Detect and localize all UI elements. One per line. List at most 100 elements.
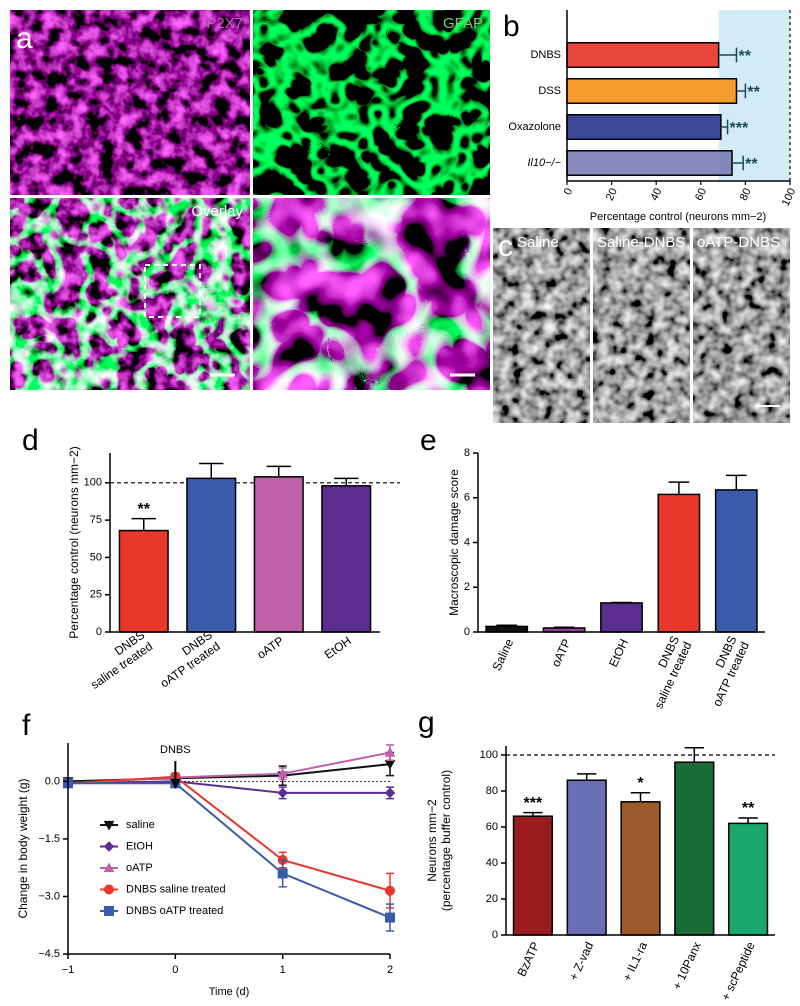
legend-label: EtOH — [126, 840, 153, 852]
bar — [714, 489, 758, 633]
bar — [674, 761, 715, 936]
y-tick-label: 0.0 — [45, 775, 60, 787]
bar — [253, 476, 304, 633]
annotation: DNBS — [160, 744, 191, 756]
y-axis-label: Neurons mm−2(percentage buffer control) — [425, 770, 453, 911]
y-tick-label: Oxazolone — [508, 121, 561, 133]
y-tick-label: 100 — [480, 749, 498, 761]
x-tick-label: 60 — [693, 186, 709, 202]
condition-label: Saline — [517, 234, 559, 251]
marker — [384, 747, 396, 757]
saline-image — [493, 228, 590, 423]
marker — [385, 885, 395, 896]
y-tick-label: 4 — [464, 536, 470, 548]
marker — [104, 884, 114, 895]
bar — [600, 602, 643, 633]
marker — [103, 841, 115, 852]
error-bar — [668, 481, 690, 495]
significance-label: * — [637, 775, 644, 792]
marker — [277, 768, 289, 778]
x-axis-label: Percentage control (neurons mm−2) — [590, 211, 766, 223]
x-tick-label: 2 — [387, 964, 393, 976]
y-tick-label: DSS — [538, 85, 561, 97]
y-tick-label: 0 — [96, 626, 102, 638]
legend-item: EtOH — [100, 840, 153, 852]
oatp-dnbs-image — [693, 228, 790, 423]
x-tick-label: 20 — [604, 186, 620, 202]
significance-label: ** — [745, 156, 758, 173]
legend-label: DNBS oATP treated — [126, 905, 223, 917]
bar — [566, 114, 722, 140]
bar — [321, 485, 372, 633]
error-bar — [684, 747, 704, 763]
overlay-image-green — [10, 198, 250, 390]
y-tick-label: 100 — [84, 477, 102, 489]
saline-dnbs-image — [593, 228, 690, 423]
legend-item: saline — [100, 819, 155, 831]
panel-label: a — [16, 22, 33, 55]
bar — [566, 150, 733, 176]
y-tick-label: Il10−/− — [527, 157, 561, 169]
marker — [103, 862, 115, 873]
significance-label: ** — [742, 800, 755, 817]
marker — [385, 912, 395, 923]
error-bar — [334, 477, 359, 486]
y-tick-label: 25 — [90, 589, 102, 601]
panel-label: e — [420, 424, 437, 457]
micrograph-panel: a P2X7 GFAP Overlay — [10, 10, 490, 390]
error-bar — [131, 517, 156, 531]
y-tick-label: −1.5 — [38, 833, 60, 845]
error-bar — [738, 817, 758, 824]
bar — [727, 822, 769, 936]
panel-label: c — [498, 230, 513, 263]
annotation-arrow — [170, 761, 181, 789]
gfap-image — [253, 10, 490, 195]
error-bar — [199, 462, 224, 479]
bar — [566, 78, 738, 104]
y-tick-label: 0 — [492, 929, 498, 941]
zoom-image-green — [253, 198, 490, 390]
y-axis-label: Percentage control (neurons mm−2) — [67, 446, 81, 638]
p2x7-image — [10, 10, 250, 195]
y-tick-label: 50 — [90, 551, 102, 563]
x-tick-label: 0 — [172, 964, 178, 976]
channel-label: Overlay — [191, 203, 243, 220]
y-tick-label: 20 — [486, 893, 498, 905]
bar — [512, 815, 554, 936]
error-bar — [732, 155, 744, 171]
marker — [103, 820, 115, 831]
bar — [620, 801, 661, 936]
marker — [104, 906, 114, 916]
y-axis-label: Macroscopic damage score — [447, 469, 461, 616]
y-tick-label: 40 — [486, 857, 498, 869]
y-tick-label: DNBS — [530, 49, 561, 61]
arrow-head — [170, 779, 181, 789]
y-tick-label: 6 — [464, 492, 470, 504]
y-tick-label: 60 — [486, 821, 498, 833]
panel-label: g — [418, 706, 435, 739]
channel-label: GFAP — [443, 15, 483, 32]
channel-label: P2X7 — [206, 15, 243, 32]
y-tick-label: −4.5 — [38, 948, 60, 960]
y-tick-label: 80 — [486, 785, 498, 797]
legend-label: DNBS saline treated — [126, 883, 226, 895]
x-tick-label: 40 — [649, 186, 665, 202]
y-tick-label: 8 — [464, 447, 470, 459]
condition-label: oATP-DNBS — [697, 234, 780, 251]
x-axis-label: Time (d) — [209, 986, 250, 998]
legend-item: DNBS oATP treated — [100, 905, 223, 917]
error-bar — [725, 474, 747, 490]
x-tick-label: 80 — [738, 186, 754, 202]
error-bar — [266, 465, 291, 477]
legend-label: saline — [126, 819, 155, 831]
bar — [566, 779, 607, 936]
significance-label: ** — [738, 48, 751, 65]
x-tick-label: 0 — [562, 186, 575, 197]
error-bar — [718, 47, 738, 63]
panel-label: b — [503, 10, 520, 43]
legend-item: DNBS saline treated — [100, 883, 226, 895]
bar — [186, 477, 237, 633]
significance-label: *** — [524, 795, 543, 812]
condition-label: Saline-DNBS — [597, 234, 685, 251]
